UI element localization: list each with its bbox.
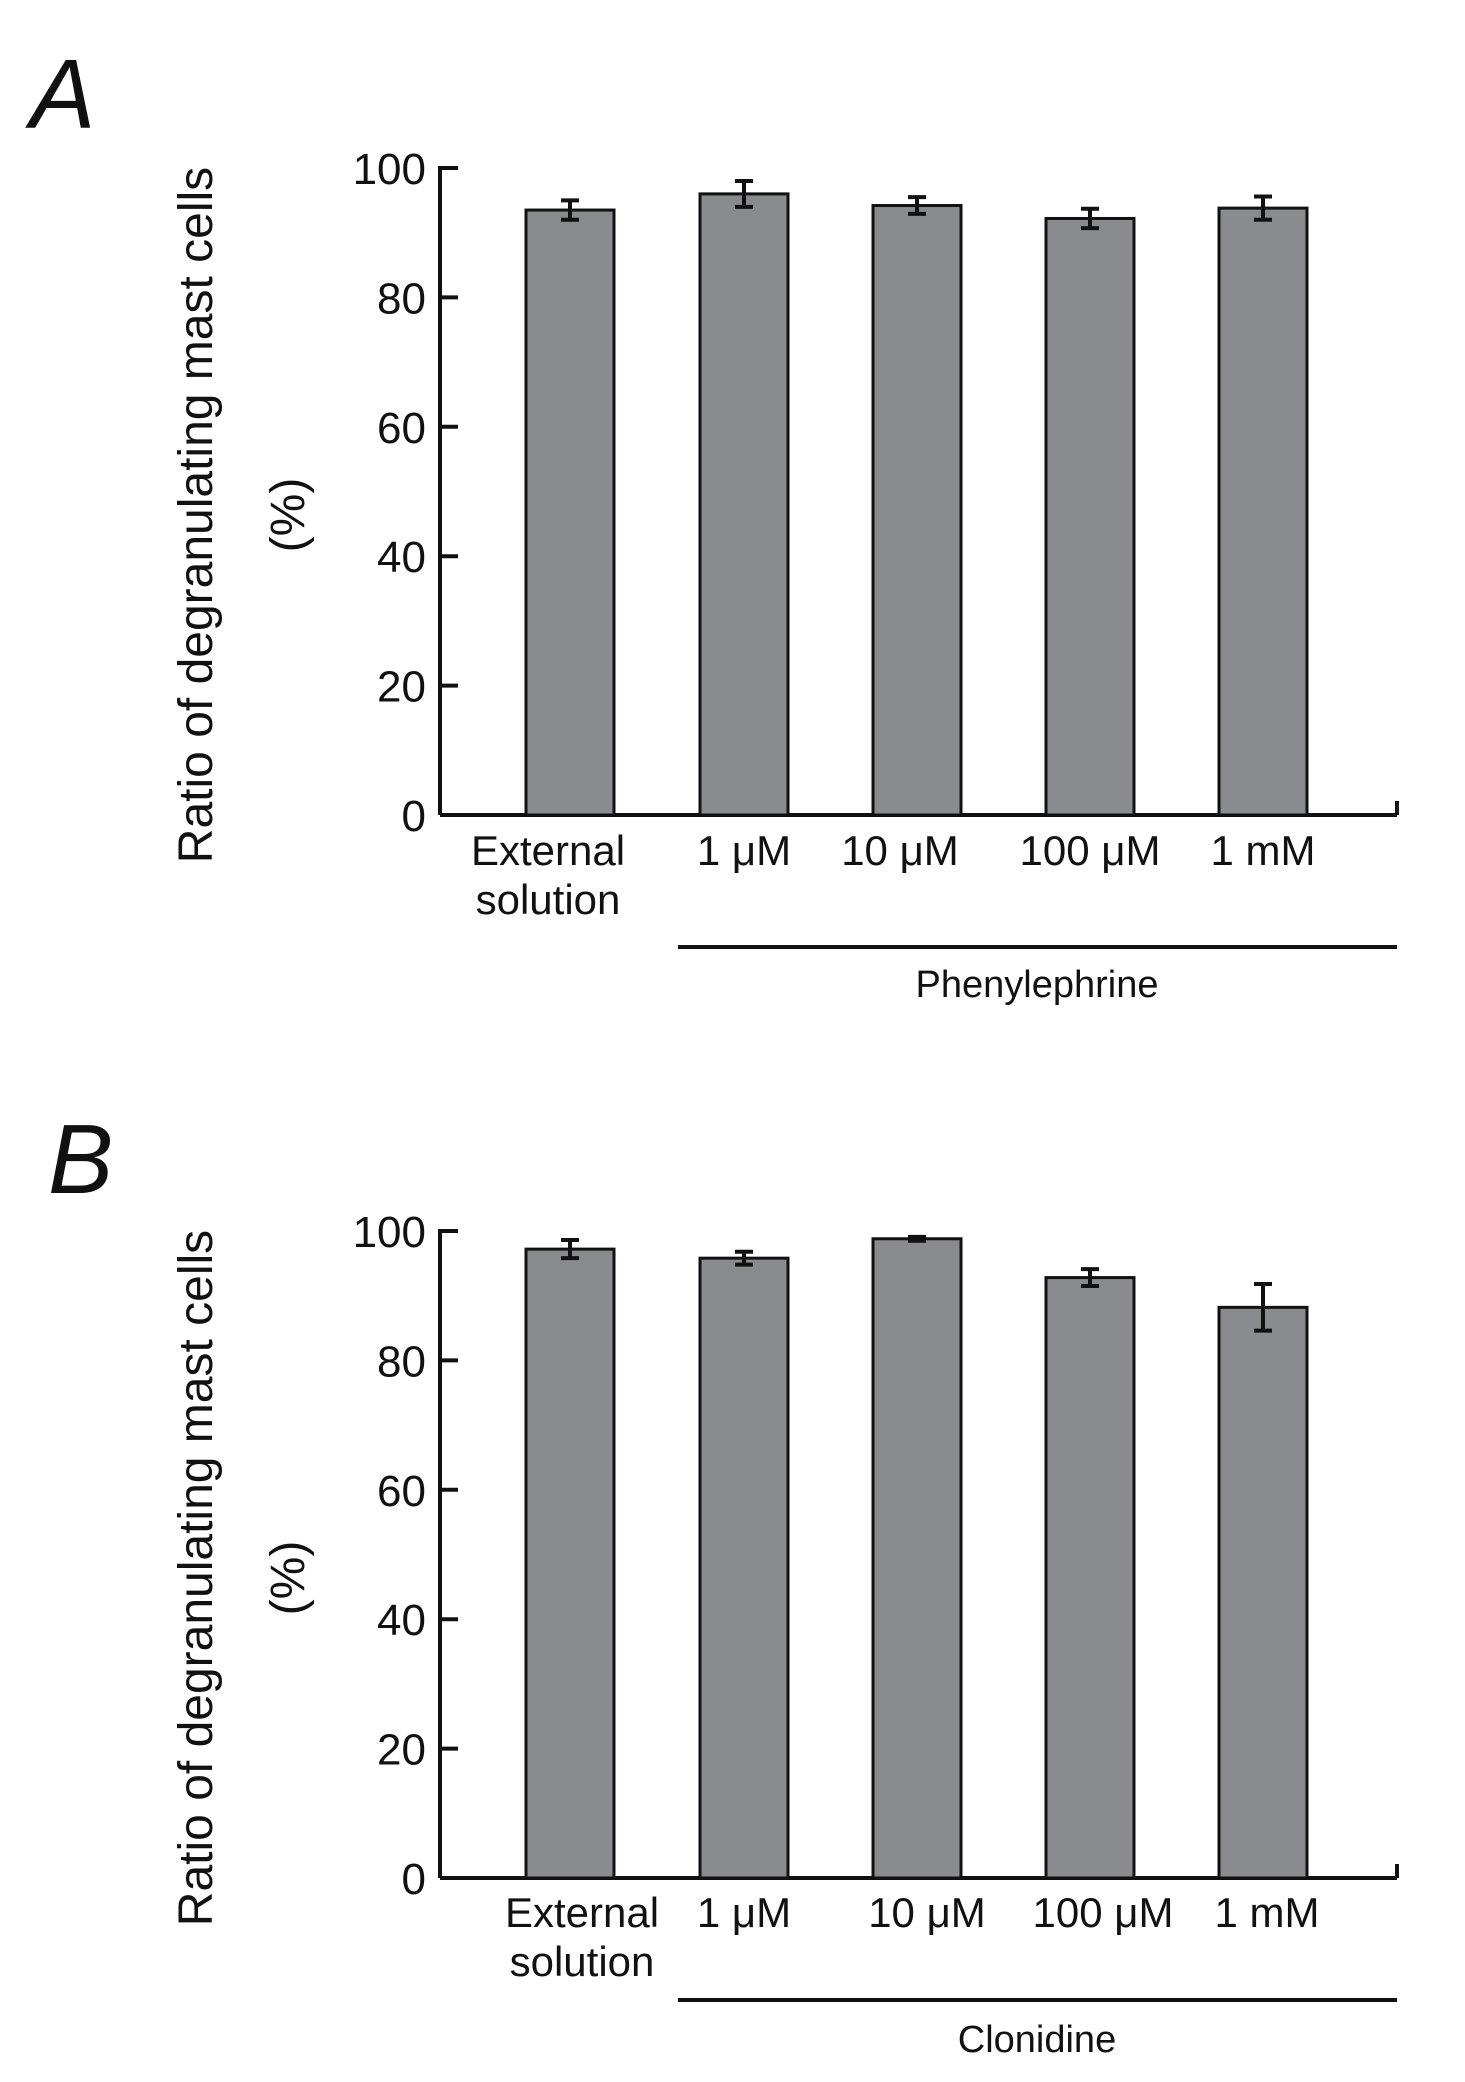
- y-tick-label-b: 20: [377, 1726, 426, 1775]
- plot-b: 0 20 40 60 80 100 External solution 1 μM 10 μM 100…: [353, 1208, 1399, 1985]
- error-bar-a-2: [735, 178, 753, 209]
- x-tick-label-a-4: 100 μM: [1020, 827, 1161, 874]
- bar-a-1: [524, 208, 616, 817]
- y-tick-label-b: 0: [402, 1855, 426, 1904]
- error-bar-a-1: [561, 198, 579, 222]
- x-tick-label-a-3: 10 μM: [841, 827, 959, 874]
- y-tick-label-b: 100: [353, 1208, 426, 1257]
- bar-b-2: [698, 1256, 790, 1880]
- y-axis-title-line1-a: Ratio of degranulating mast cells: [170, 167, 223, 863]
- y-axis-title-line2-a: (%): [262, 478, 315, 553]
- x-tick-label-a-2: 1 μM: [697, 827, 791, 874]
- x-tick-label-a-5: 1 mM: [1211, 827, 1316, 874]
- y-axis-title-a: Ratio of degranulating mast cells (%): [170, 167, 315, 863]
- y-axis-title-b: Ratio of degranulating mast cells (%): [170, 1230, 315, 1926]
- plot-a: 0 20 40 60 80 100 External solution 1 μM 10 μM 100…: [353, 145, 1399, 923]
- y-tick-label-a: 100: [353, 145, 426, 194]
- y-tick-label-a: 0: [402, 792, 426, 841]
- panel-b: B Ratio of degranulating mast cells (%) …: [48, 1104, 1399, 2061]
- bar-a-3: [871, 204, 963, 817]
- error-bar-b-1: [561, 1238, 579, 1261]
- x-tick-label-b-3: 10 μM: [868, 1889, 986, 1936]
- y-tick-label-a: 40: [377, 533, 426, 582]
- y-axis-title-line1-b: Ratio of degranulating mast cells: [170, 1230, 223, 1926]
- x-tick-label-b-2: 1 μM: [697, 1889, 791, 1936]
- error-bar-b-3: [908, 1234, 926, 1243]
- x-tick-label-b-4: 100 μM: [1033, 1889, 1174, 1936]
- y-tick-label-a: 60: [377, 404, 426, 453]
- y-tick-label-b: 40: [377, 1596, 426, 1645]
- error-bar-a-4: [1081, 206, 1099, 231]
- y-tick-label-a: 20: [377, 663, 426, 712]
- group-label-b: Clonidine: [958, 2019, 1116, 2061]
- x-tick-label-b-1: External solution: [505, 1889, 659, 1985]
- panel-a: A Ratio of degranulating mast cells (%) …: [25, 39, 1399, 1006]
- error-bar-b-4: [1081, 1267, 1099, 1288]
- group-label-a: Phenylephrine: [916, 964, 1159, 1006]
- y-axis-title-line2-b: (%): [262, 1541, 315, 1616]
- y-tick-label-a: 80: [377, 274, 426, 323]
- x-tick-label-b-5: 1 mM: [1215, 1889, 1320, 1936]
- bar-b-4: [1044, 1276, 1136, 1880]
- panel-label-a: A: [25, 39, 95, 149]
- bar-b-1: [524, 1247, 616, 1880]
- bar-b-5: [1217, 1305, 1309, 1880]
- y-tick-label-b: 60: [377, 1467, 426, 1516]
- error-bar-a-5: [1254, 194, 1272, 222]
- error-bar-b-5: [1254, 1282, 1272, 1333]
- error-bar-a-3: [908, 195, 926, 216]
- bar-b-3: [871, 1237, 963, 1880]
- bar-a-4: [1044, 216, 1136, 817]
- bar-a-5: [1217, 206, 1309, 817]
- x-tick-label-a-1: External solution: [471, 827, 625, 923]
- bar-a-2: [698, 192, 790, 817]
- error-bar-b-2: [735, 1249, 753, 1267]
- y-tick-label-b: 80: [377, 1337, 426, 1386]
- panel-label-b: B: [48, 1104, 113, 1214]
